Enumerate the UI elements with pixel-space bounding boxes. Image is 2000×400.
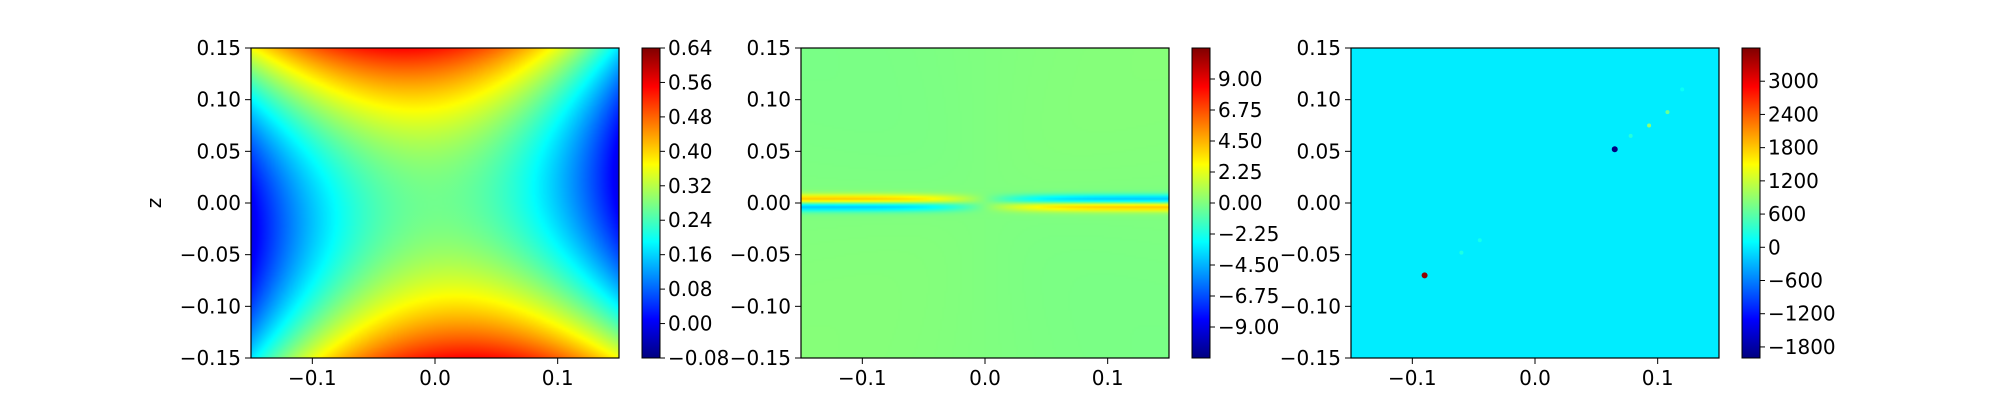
colorbar-tick-label: 0: [1768, 235, 1781, 259]
y-tick-label: −0.05: [180, 243, 241, 267]
colorbar-tick-label: 2400: [1768, 102, 1819, 126]
heatmap-field: [801, 48, 1169, 358]
y-tick-label: 0.00: [746, 191, 791, 215]
colorbar-tick-label: 0.00: [668, 312, 713, 336]
colorbar-tick-label: 0.32: [668, 174, 713, 198]
colorbar-tick-label: 1200: [1768, 169, 1819, 193]
colorbar-gradient: [1191, 47, 1211, 359]
x-tick-label: 0.1: [1642, 366, 1674, 390]
spike-point: [1628, 133, 1633, 138]
x-tick-label: 0.0: [1519, 366, 1551, 390]
colorbar-tick-label: 2.25: [1218, 160, 1263, 184]
y-tick-label: 0.00: [196, 191, 241, 215]
colorbar-tick-label: 9.00: [1218, 67, 1263, 91]
y-tick-label: 0.10: [1296, 88, 1341, 112]
x-tick-label: 0.1: [1092, 366, 1124, 390]
x-tick-label: −0.1: [838, 366, 887, 390]
colorbar-tick-label: 0.64: [668, 36, 713, 60]
heatmap-field: [1351, 48, 1719, 358]
colorbar-tick-label: 600: [1768, 202, 1806, 226]
y-tick-label: 0.05: [196, 139, 241, 163]
y-axis-label: z: [142, 198, 166, 209]
colorbar-tick-label: −2.25: [1218, 222, 1279, 246]
colorbar-tick-label: −4.50: [1218, 253, 1279, 277]
spike-point: [1680, 87, 1685, 92]
heatmap-panel-2: −0.1 0.0 0.1 −0.15 −0.10 −0.05 0.00 0.05 0.10 0.1…: [730, 36, 1280, 390]
y-tick-label: −0.15: [180, 346, 241, 370]
spike-point: [1647, 123, 1652, 128]
colorbar-tick-label: 0.16: [668, 243, 713, 267]
colorbar-tick-label: −0.08: [668, 346, 729, 370]
colorbar: 0.64 0.56 0.48 0.40 0.32 0.24 0.16 0.08 0.00 −0.0…: [641, 36, 729, 370]
x-tick-label: 0.1: [542, 366, 574, 390]
x-tick-label: 0.0: [419, 366, 451, 390]
y-tick-label: −0.05: [1280, 243, 1341, 267]
spike-point: [1665, 110, 1670, 115]
heatmap-panel-1: −0.1 0.0 0.1 −0.15 −0.10 −0.05 0.00 0.05 0.10 0.1…: [142, 36, 729, 390]
colorbar: 9.00 6.75 4.50 2.25 0.00 −2.25 −4.50 −6.75 −9.00: [1191, 47, 1279, 359]
heatmap-background: [1351, 48, 1719, 358]
colorbar-tick-label: 0.48: [668, 105, 713, 129]
colorbar-tick-label: 1800: [1768, 136, 1819, 160]
y-tick-label: 0.15: [196, 36, 241, 60]
y-tick-label: 0.10: [746, 88, 791, 112]
colorbar-tick-label: 0.00: [1218, 191, 1263, 215]
y-tick-label: −0.15: [730, 346, 791, 370]
y-tick-label: 0.05: [1296, 139, 1341, 163]
heatmap-image: [801, 48, 1169, 358]
colorbar-gradient: [1741, 47, 1761, 359]
colorbar-tick-label: 0.56: [668, 70, 713, 94]
colorbar-tick-label: −1200: [1768, 302, 1836, 326]
y-tick-label: 0.00: [1296, 191, 1341, 215]
spike-point: [1477, 238, 1482, 243]
y-tick-label: −0.10: [730, 294, 791, 318]
heatmap-field: [251, 48, 619, 358]
colorbar-tick-label: −1800: [1768, 335, 1836, 359]
heatmap-panel-3: −0.1 0.0 0.1 −0.15 −0.10 −0.05 0.00 0.05 0.10 0.1…: [1280, 36, 1836, 390]
colorbar-gradient: [641, 47, 661, 359]
colorbar-tick-label: −600: [1768, 269, 1823, 293]
y-tick-label: 0.15: [746, 36, 791, 60]
colorbar-tick-label: −9.00: [1218, 315, 1279, 339]
y-tick-label: 0.10: [196, 88, 241, 112]
y-tick-label: −0.10: [1280, 294, 1341, 318]
y-tick-label: −0.10: [180, 294, 241, 318]
x-tick-label: 0.0: [969, 366, 1001, 390]
colorbar-tick-label: 4.50: [1218, 129, 1263, 153]
colorbar-tick-label: 0.08: [668, 277, 713, 301]
y-tick-label: −0.15: [1280, 346, 1341, 370]
spike-point: [1459, 250, 1464, 255]
spike-point: [1421, 272, 1428, 279]
colorbar-tick-label: 3000: [1768, 69, 1819, 93]
colorbar-tick-label: 0.40: [668, 139, 713, 163]
y-tick-label: −0.05: [730, 243, 791, 267]
colorbar-tick-label: 6.75: [1218, 98, 1263, 122]
x-tick-label: −0.1: [1388, 366, 1437, 390]
colorbar: 3000 2400 1800 1200 600 0 −600 −1200 −1800: [1741, 47, 1836, 359]
heatmap-image: [251, 48, 619, 358]
x-tick-label: −0.1: [288, 366, 337, 390]
y-tick-label: 0.05: [746, 139, 791, 163]
colorbar-tick-label: −6.75: [1218, 284, 1279, 308]
y-tick-label: 0.15: [1296, 36, 1341, 60]
colorbar-tick-label: 0.24: [668, 208, 713, 232]
spike-point: [1611, 146, 1618, 153]
